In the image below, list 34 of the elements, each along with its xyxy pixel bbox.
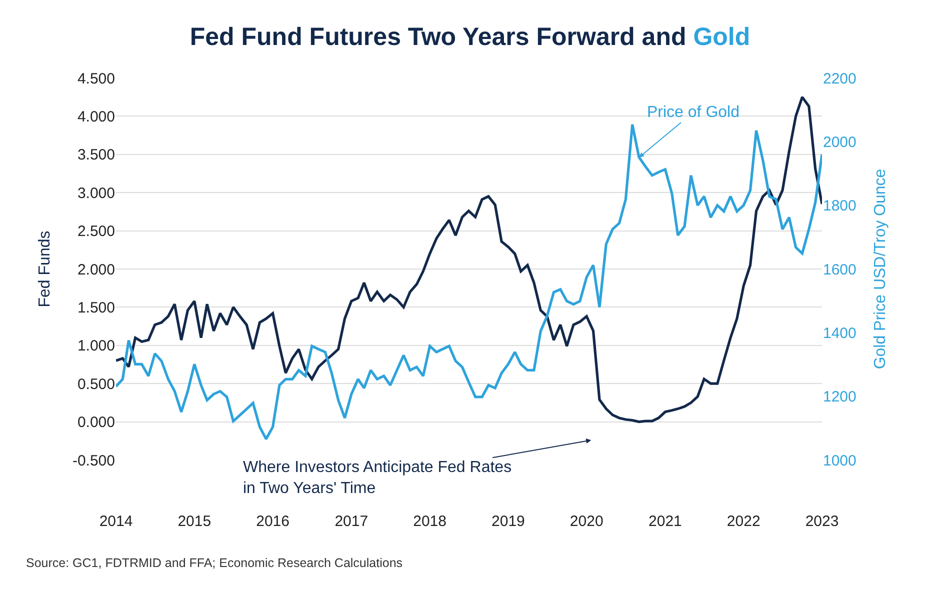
y2-tick-label: 1800 [823, 198, 856, 215]
x-tick-label: 2017 [334, 513, 368, 530]
y-tick-label: 1.500 [77, 299, 115, 316]
y2-tick-label: 2000 [823, 134, 856, 151]
y-tick-label: -0.500 [72, 452, 115, 470]
x-tick-label: 2020 [570, 513, 604, 530]
y-tick-label: 1.000 [77, 338, 115, 355]
y-tick-label: 0.500 [77, 376, 115, 393]
x-tick-label: 2016 [256, 513, 290, 530]
x-tick-label: 2022 [726, 513, 760, 530]
y2-tick-label: 1000 [823, 452, 856, 470]
y2-axis-title: Gold Price USD/Troy Ounce [872, 168, 890, 370]
y2-tick-label: 1200 [823, 388, 856, 406]
x-tick-label: 2018 [413, 513, 446, 530]
y-tick-label: 3.500 [77, 146, 115, 164]
y-axis-title: Fed Funds [36, 230, 54, 308]
y2-tick-label: 2200 [823, 70, 856, 88]
x-tick-label: 2015 [178, 513, 212, 530]
y-tick-label: 4.500 [77, 70, 115, 88]
annotation: Price of Gold [647, 104, 740, 121]
y-tick-label: 3.000 [77, 184, 115, 202]
y-tick-label: 4.000 [77, 108, 115, 126]
y-tick-label: 2.500 [77, 223, 115, 240]
y2-tick-label: 1600 [823, 261, 856, 278]
y2-tick-label: 1400 [823, 324, 856, 342]
source-note: Source: GC1, FDTRMID and FFA; Economic Research Calculations [26, 556, 403, 570]
x-tick-label: 2023 [805, 513, 839, 530]
x-tick-label: 2021 [648, 513, 682, 530]
chart-title: Fed Fund Futures Two Years Forward and Gold [190, 22, 750, 51]
x-tick-label: 2019 [492, 513, 525, 530]
annotation: Where Investors Anticipate Fed Rates in Two Years' Time [243, 459, 512, 497]
y-tick-label: 0.000 [77, 414, 115, 432]
y-tick-label: 2.000 [77, 261, 115, 278]
x-tick-label: 2014 [99, 513, 133, 530]
